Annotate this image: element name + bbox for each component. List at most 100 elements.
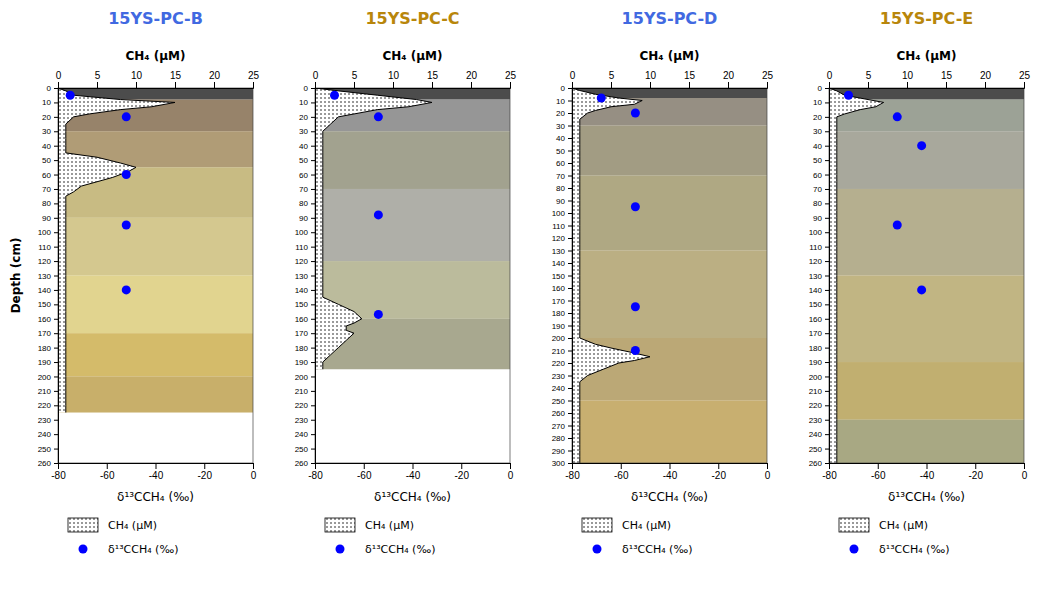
tick: 10 [813, 98, 829, 107]
tick-mark [650, 82, 651, 88]
tick-mark [568, 401, 572, 402]
sediment-band [829, 189, 1024, 276]
tick: 240 [295, 430, 315, 439]
tick: 240 [552, 384, 572, 393]
tick-mark [611, 82, 612, 88]
x-axis-title: δ¹³CCH₄ (‰) [117, 490, 194, 504]
tick-mark [568, 263, 572, 264]
tick-label: 250 [809, 445, 823, 454]
tick: -40 [149, 463, 164, 481]
tick-label: 100 [809, 228, 823, 237]
tick-label: 30 [42, 127, 51, 136]
tick-mark [825, 88, 829, 89]
tick-mark [54, 232, 58, 233]
tick-mark [311, 391, 315, 392]
axis-line [316, 82, 511, 89]
tick-label: 240 [38, 430, 52, 439]
axis-line [316, 464, 511, 470]
tick-label: 70 [299, 185, 308, 194]
tick: 30 [556, 122, 572, 131]
tick-mark [568, 201, 572, 202]
tick-mark [311, 261, 315, 262]
tick: 270 [552, 422, 572, 431]
tick: 5 [352, 70, 358, 88]
tick: 20 [299, 113, 315, 122]
delta-point [330, 91, 339, 100]
sediment-band [58, 276, 253, 334]
tick-mark [311, 189, 315, 190]
tick-label: -20 [712, 470, 727, 481]
tick-label: 200 [38, 373, 52, 382]
tick-label: 0 [251, 470, 257, 481]
tick-mark [825, 449, 829, 450]
tick-label: 90 [42, 214, 51, 223]
tick-label: 15 [941, 70, 953, 81]
tick-label: -80 [822, 470, 837, 481]
sediment-band [829, 362, 1024, 420]
tick-mark [354, 82, 355, 88]
tick: -60 [614, 463, 629, 481]
tick-label: 10 [645, 70, 657, 81]
tick-mark [1024, 463, 1025, 469]
ch4-area [58, 88, 175, 413]
tick-mark [54, 131, 58, 132]
tick-label: 0 [827, 70, 833, 81]
tick: 140 [552, 259, 572, 268]
legend-label: δ¹³CCH₄ (‰) [365, 543, 435, 556]
tick: 170 [552, 297, 572, 306]
tick-mark [311, 247, 315, 248]
tick-label: -80 [565, 470, 580, 481]
tick-mark [432, 82, 433, 88]
tick-label: 50 [42, 156, 51, 165]
tick: 10 [645, 70, 657, 88]
x-axis: -80-60-40-200 [565, 463, 770, 481]
tick-mark [825, 218, 829, 219]
x-axis: -80-60-40-200 [51, 463, 256, 481]
axis-line [825, 89, 830, 464]
tick-mark [311, 348, 315, 349]
legend-label: CH₄ (μM) [622, 519, 671, 532]
tick-mark [54, 362, 58, 363]
tick: 210 [552, 347, 572, 356]
tick: 220 [809, 401, 829, 410]
delta-point [631, 346, 640, 355]
tick-mark [54, 276, 58, 277]
tick-mark [54, 434, 58, 435]
tick: 260 [809, 459, 829, 468]
tick-mark [54, 88, 58, 89]
tick-mark [927, 463, 928, 469]
tick-mark [825, 276, 829, 277]
tick: 190 [552, 322, 572, 331]
x-axis: -80-60-40-200 [308, 463, 513, 481]
tick-label: 50 [556, 147, 565, 156]
tick-mark [311, 362, 315, 363]
tick: 70 [556, 172, 572, 181]
tick-mark [825, 420, 829, 421]
tick-label: 230 [809, 416, 823, 425]
tick-label: 260 [809, 459, 823, 468]
tick: 230 [38, 416, 58, 425]
points [597, 94, 640, 356]
x2-axis-title: CH₄ (μM) [896, 49, 956, 63]
tick-label: 80 [813, 199, 822, 208]
tick: 150 [295, 300, 315, 309]
delta-point [893, 221, 902, 230]
sediment-band [572, 126, 767, 176]
tick: 80 [556, 184, 572, 193]
tick: 100 [809, 228, 829, 237]
tick-label: 20 [556, 109, 565, 118]
tick: 240 [809, 430, 829, 439]
tick-mark [975, 463, 976, 469]
points [66, 91, 131, 295]
legend: CH₄ (μM)δ¹³CCH₄ (‰) [68, 518, 178, 556]
tick: 100 [38, 228, 58, 237]
delta-point [122, 112, 131, 121]
tick: 0 [313, 70, 319, 88]
ch4-area [829, 88, 884, 463]
tick-mark [568, 276, 572, 277]
legend-item: CH₄ (μM) [839, 518, 928, 532]
tick-label: 110 [809, 243, 822, 252]
tick-label: 170 [38, 329, 52, 338]
plot-frame [58, 88, 253, 463]
tick-label: 10 [813, 98, 822, 107]
